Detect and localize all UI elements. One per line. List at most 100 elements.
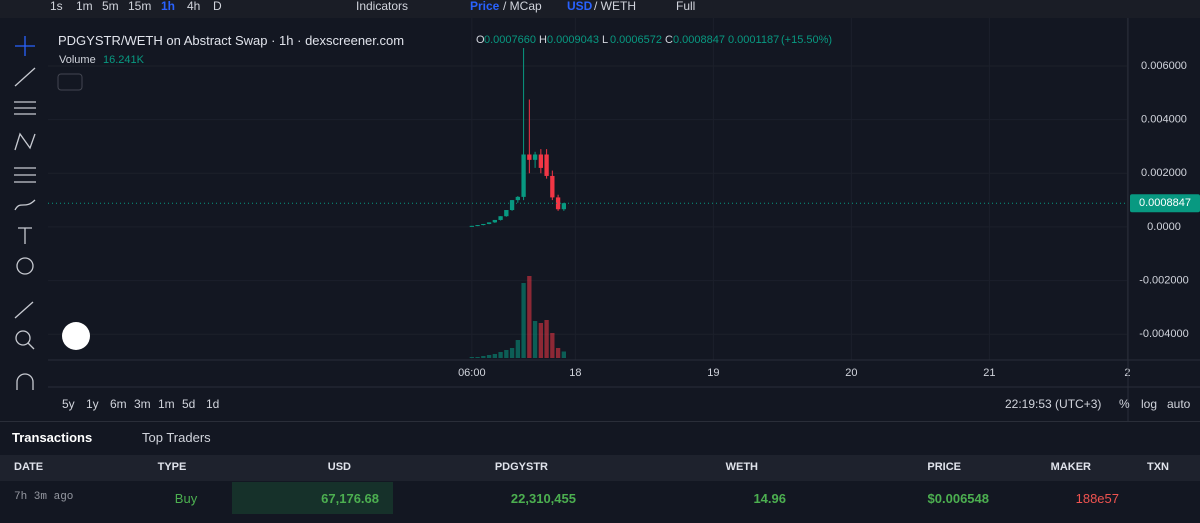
- volume-bar: [504, 350, 509, 358]
- volume-bar: [515, 340, 520, 358]
- column-header[interactable]: DATE: [14, 461, 44, 473]
- x-tick-label: 2: [1124, 367, 1130, 379]
- candle-body: [538, 154, 543, 168]
- volume-bar: [544, 320, 549, 358]
- log-toggle[interactable]: log: [1141, 397, 1158, 411]
- volume-bar: [475, 357, 480, 358]
- candle-body: [527, 154, 532, 160]
- volume-bar: [486, 355, 492, 358]
- mcap-toggle[interactable]: / MCap: [503, 0, 542, 13]
- table-cell: 7h 3m ago: [14, 491, 74, 503]
- volume-label: Volume: [59, 54, 96, 66]
- interval-button[interactable]: 1m: [76, 0, 93, 13]
- column-header[interactable]: USD: [327, 461, 351, 473]
- x-tick-label: 18: [569, 367, 581, 379]
- top-traders-tab[interactable]: Top Traders: [142, 430, 211, 445]
- candle-body: [486, 222, 492, 224]
- range-button[interactable]: 1d: [206, 397, 220, 411]
- y-tick-label: 0.002000: [1141, 167, 1187, 179]
- range-button[interactable]: 6m: [110, 397, 127, 411]
- drawing-tools: [0, 18, 48, 422]
- interval-button[interactable]: 15m: [128, 0, 152, 13]
- table-cell: Buy: [174, 491, 198, 506]
- legend-key: H: [539, 34, 547, 46]
- volume-bar: [498, 352, 503, 358]
- legend-change-pct: (+15.50%): [781, 34, 833, 46]
- interval-button[interactable]: 1h: [161, 0, 176, 13]
- volume-bar: [469, 357, 474, 358]
- candle-body: [544, 154, 549, 176]
- table-cell: 22,310,455: [510, 491, 576, 506]
- volume-value: 16.241K: [103, 54, 144, 66]
- chart-title: PDGYSTR/WETH on Abstract Swap · 1h · dex…: [58, 33, 405, 48]
- y-tick-label: 0.006000: [1141, 60, 1187, 72]
- table-cell: 14.96: [753, 491, 786, 506]
- range-button[interactable]: 1y: [86, 397, 99, 411]
- x-tick-label: 06:00: [458, 367, 486, 379]
- legend-value: 0.0006572: [610, 34, 662, 46]
- volume-bar: [492, 354, 497, 358]
- column-header[interactable]: PRICE: [927, 461, 961, 473]
- volume-bar: [550, 333, 555, 358]
- volume-bar: [521, 283, 526, 358]
- last-price-badge: [1130, 194, 1200, 213]
- percent-toggle[interactable]: %: [1119, 397, 1130, 411]
- volume-bar: [509, 348, 515, 358]
- x-tick-label: 20: [845, 367, 857, 379]
- candle-body: [492, 219, 497, 223]
- range-button[interactable]: 5y: [62, 397, 75, 411]
- table-cell: $0.006548: [927, 491, 989, 506]
- interval-button[interactable]: 4h: [187, 0, 201, 13]
- price-toggle[interactable]: Price: [470, 0, 500, 13]
- usd-cell-bg: [232, 482, 393, 514]
- weth-toggle[interactable]: / WETH: [594, 0, 636, 13]
- volume-bar: [555, 348, 561, 358]
- clock: 22:19:53 (UTC+3): [1005, 397, 1102, 411]
- candle-body: [532, 154, 538, 160]
- usd-toggle[interactable]: USD: [567, 0, 593, 13]
- legend-key: C: [665, 34, 673, 46]
- column-header[interactable]: PDGYSTR: [494, 461, 548, 473]
- legend-key: L: [602, 34, 609, 46]
- volume-bar: [527, 276, 532, 358]
- candle-body: [515, 196, 520, 201]
- x-tick-label: 21: [983, 367, 995, 379]
- table-header: [0, 455, 1200, 481]
- volume-bar: [532, 321, 538, 358]
- fullscreen-button[interactable]: Full: [676, 0, 696, 13]
- plot-bg: [48, 18, 1200, 422]
- interval-button[interactable]: 5m: [102, 0, 119, 13]
- auto-toggle[interactable]: auto: [1167, 397, 1191, 411]
- candle-body: [561, 203, 567, 210]
- candle-body: [469, 225, 474, 227]
- range-button[interactable]: 1m: [158, 397, 175, 411]
- candle-body: [509, 200, 515, 211]
- candle-body: [475, 225, 480, 227]
- y-tick-label: -0.002000: [1139, 274, 1189, 286]
- candle-body: [504, 210, 509, 217]
- legend-change: 0.0001187: [728, 34, 780, 46]
- column-header[interactable]: TXN: [1147, 461, 1169, 473]
- candle-body: [481, 223, 486, 226]
- y-tick-label: 0.004000: [1141, 114, 1187, 126]
- volume-bar: [481, 356, 486, 358]
- toolbar-bg: [0, 18, 48, 422]
- column-header[interactable]: MAKER: [1050, 461, 1091, 473]
- column-header[interactable]: WETH: [725, 461, 758, 473]
- last-price-label: 0.0008847: [1139, 197, 1191, 209]
- indicators-button[interactable]: Indicators: [356, 0, 409, 13]
- table: DATE TYPE USD PDGYSTR WETH PRICE MAKER TXN 7h 3m…: [0, 455, 1200, 515]
- range-button[interactable]: 5d: [182, 397, 196, 411]
- legend-value: 0.0007660: [484, 34, 536, 46]
- range-button[interactable]: 3m: [134, 397, 151, 411]
- y-tick-label: -0.004000: [1139, 328, 1189, 340]
- interval-button[interactable]: 1s: [50, 0, 63, 13]
- table-cell: 188e57: [1075, 491, 1119, 506]
- chart: 0.006000 0.004000 0.002000 0.0000 -0.002000 -…: [48, 18, 1200, 422]
- interval-button[interactable]: D: [213, 0, 222, 13]
- transactions-tab[interactable]: Transactions: [12, 430, 93, 445]
- x-tick-label: 19: [707, 367, 719, 379]
- table-cell: 67,176.68: [321, 491, 379, 506]
- column-header[interactable]: TYPE: [157, 461, 187, 473]
